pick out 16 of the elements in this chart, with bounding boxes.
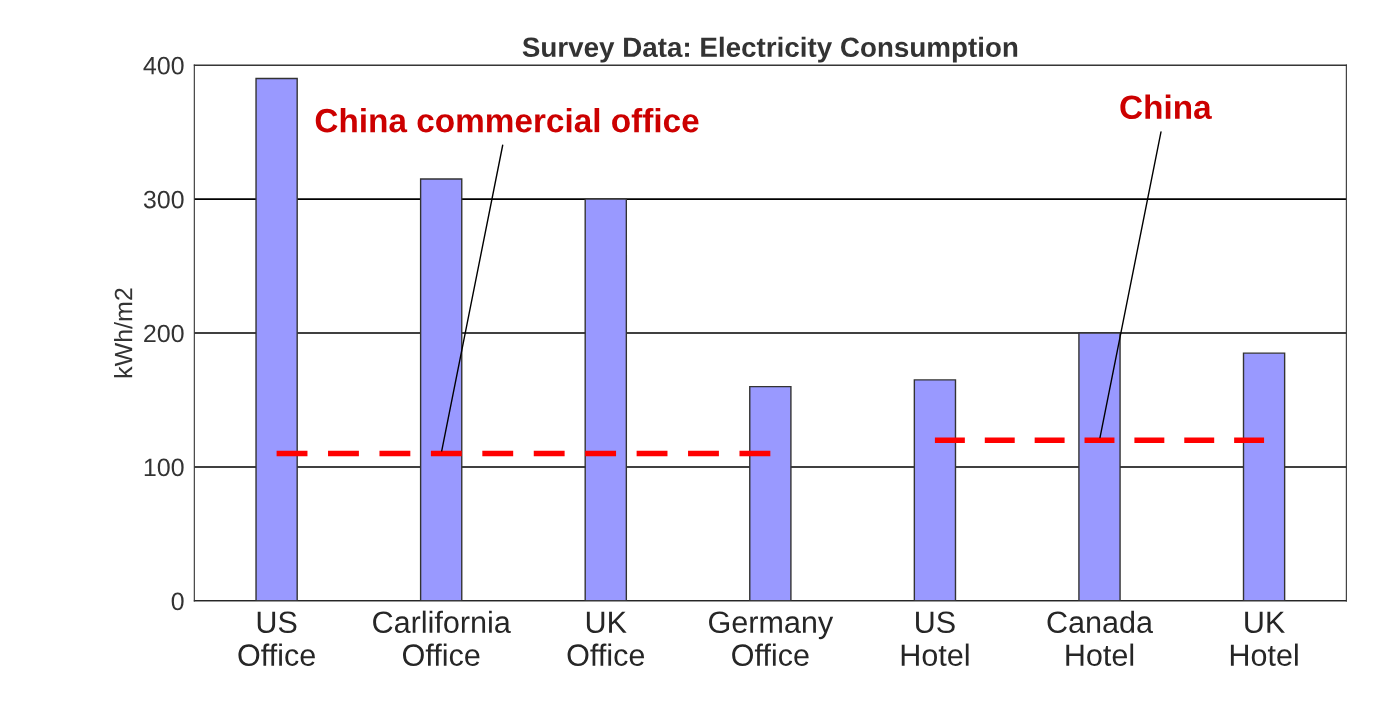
y-tick-label: 300 <box>143 190 184 209</box>
y-tick-label: 100 <box>144 458 184 477</box>
x-tick-label: US Office <box>238 611 315 666</box>
x-tick-label: UK Office <box>567 611 645 666</box>
annotation: China commercial office <box>315 107 699 133</box>
annotation: China <box>1120 94 1212 120</box>
y-tick-label: 400 <box>143 56 184 75</box>
x-tick-label: Canada Hotel <box>1047 610 1154 666</box>
x-tick-label: US Hotel <box>901 611 969 666</box>
y-tick-label: 0 <box>171 592 184 611</box>
x-tick-label: UK Hotel <box>1230 611 1298 666</box>
y-axis-title: kWh/m2 <box>114 288 133 378</box>
y-tick-label: 200 <box>144 324 184 343</box>
x-tick-label: Germany Office <box>709 611 834 666</box>
chart-title: Survey Data: Electricity Consumption <box>522 36 1018 63</box>
x-tick-label: Carlifornia Office <box>373 610 511 666</box>
